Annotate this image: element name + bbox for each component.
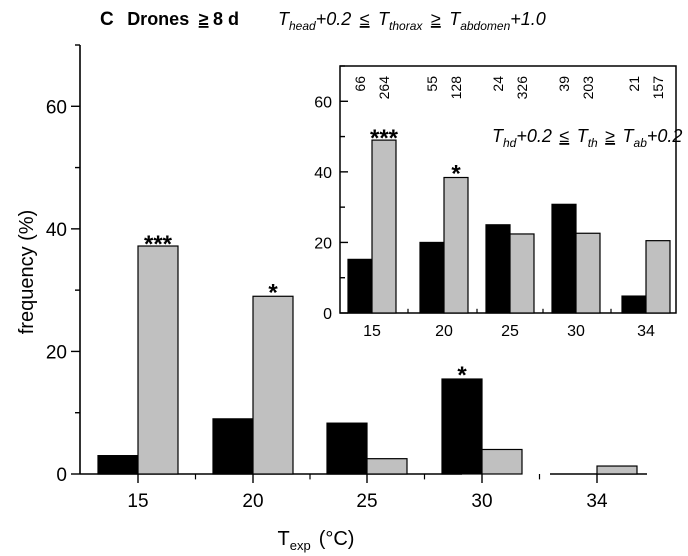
inset-count-label: 66 (352, 76, 368, 92)
inset-x-tick-label: 30 (567, 323, 585, 340)
age-relation: ≥ (199, 9, 209, 29)
inset-bar-black-34 (621, 295, 647, 314)
inset-significance: **** (370, 125, 461, 187)
inset-x-ticks: 15 20 25 30 34 (363, 306, 655, 340)
main-x-tick-label: 30 (471, 491, 492, 512)
inset-bar-black-15 (347, 258, 373, 314)
panel-heading: C Drones ≥ 8 d (100, 9, 239, 30)
inset-y-tick-label: 20 (314, 235, 332, 252)
main-significance-marker: * (268, 279, 278, 306)
inset-y-tick-label: 0 (323, 306, 332, 323)
main-bar-black-15 (97, 455, 139, 475)
inset-bar-black-20 (419, 241, 445, 314)
inset-significance-marker: *** (370, 125, 399, 152)
main-bar-grey-30 (481, 448, 523, 475)
main-x-ticks: 15 20 25 30 34 (127, 474, 608, 512)
inset-x-tick-label: 15 (363, 323, 381, 340)
main-y-ticks: 0 20 40 60 (46, 44, 80, 486)
inset-count-label: 39 (556, 76, 572, 92)
main-bar-black-30 (441, 378, 483, 475)
inset-x-tick-label: 20 (435, 323, 453, 340)
inset-y-ticks: 0 20 40 60 (314, 65, 348, 323)
inset-bar-grey-34 (645, 240, 671, 314)
condition-main: Thead+0.2 ≤ Tthorax ≥ Tabdomen+1.0 (278, 9, 546, 34)
inset-bar-black-30 (551, 203, 577, 314)
inset-bar-grey-20 (443, 176, 469, 314)
inset-count-label: 24 (490, 76, 506, 92)
main-y-tick-label: 0 (56, 465, 67, 486)
main-x-tick-label: 20 (242, 491, 263, 512)
main-x-axis-title: Texp (°C) (278, 528, 355, 553)
inset-x-tick-label: 25 (501, 323, 519, 340)
main-y-tick-label: 20 (46, 342, 67, 363)
group-label: Drones (127, 9, 189, 29)
inset-chart: 0 20 40 60 15 20 25 30 34 66 264 55 128 24 326 39 203 2… (314, 65, 682, 340)
inset-bar-black-25 (485, 224, 511, 314)
inset-x-tick-label: 34 (637, 323, 655, 340)
condition-inset: Thd+0.2 ≤ Tth ≥ Tab+0.2 (492, 126, 682, 151)
inset-bars (347, 139, 671, 314)
main-y-tick-label: 40 (46, 220, 67, 241)
main-bar-grey-34 (596, 465, 638, 475)
inset-significance-marker: * (451, 161, 461, 188)
main-bar-grey-20 (252, 295, 294, 475)
main-y-axis-title: frequency (%) (16, 210, 38, 335)
main-bar-black-25 (326, 422, 368, 475)
inset-count-label: 157 (650, 76, 666, 100)
main-x-tick-label: 15 (127, 491, 148, 512)
panel-letter: C (100, 9, 114, 30)
main-y-tick-label: 60 (46, 97, 67, 118)
inset-sample-counts: 66 264 55 128 24 326 39 203 21 157 (352, 76, 666, 100)
inset-y-tick-label: 40 (314, 165, 332, 182)
main-significance-marker: *** (144, 231, 173, 258)
main-significance-marker: * (457, 362, 467, 389)
inset-bar-grey-15 (371, 139, 397, 314)
inset-y-tick-label: 60 (314, 94, 332, 111)
inset-count-label: 55 (424, 76, 440, 92)
main-x-tick-label: 25 (356, 491, 377, 512)
main-x-tick-label: 34 (586, 491, 608, 512)
age-label: 8 d (213, 9, 239, 29)
main-significance: ***** (144, 231, 467, 389)
inset-count-label: 264 (376, 76, 392, 100)
inset-count-label: 326 (514, 76, 530, 100)
inset-bar-grey-30 (575, 232, 601, 314)
inset-count-label: 21 (626, 76, 642, 92)
main-bar-grey-15 (137, 245, 179, 475)
main-bar-grey-25 (366, 458, 408, 475)
main-bar-black-20 (212, 418, 254, 475)
inset-count-label: 203 (580, 76, 596, 100)
inset-count-label: 128 (448, 76, 464, 100)
inset-bar-grey-25 (509, 233, 535, 314)
main-bars (97, 245, 638, 475)
